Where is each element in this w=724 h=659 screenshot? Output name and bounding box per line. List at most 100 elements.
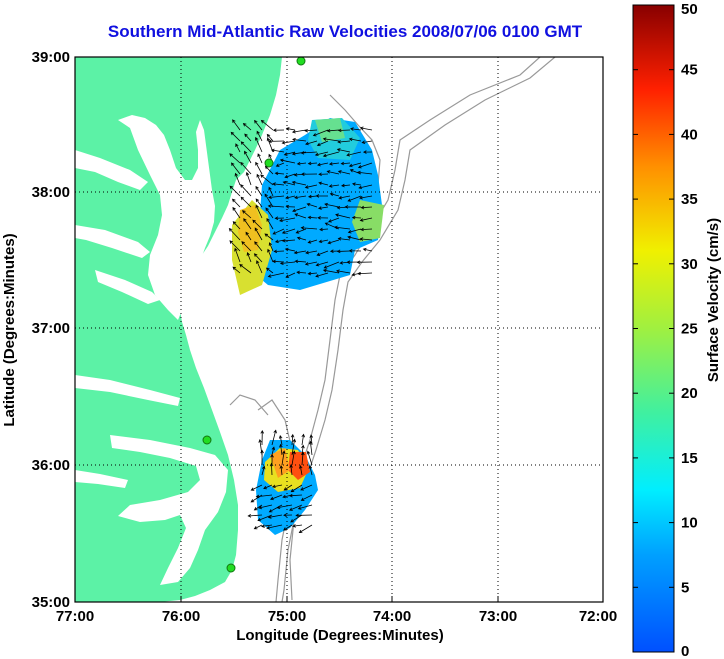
velocity-arrow [255, 136, 263, 153]
velocity-arrow [264, 233, 274, 241]
velocity-arrow [241, 210, 252, 219]
velocity-arrow [258, 504, 273, 510]
velocity-arrow [229, 185, 241, 197]
velocity-arrow [290, 433, 295, 446]
velocity-arrow [349, 127, 362, 131]
velocity-arrow [348, 162, 362, 168]
velocity-arrow [268, 195, 285, 200]
velocity-arrow [322, 151, 340, 158]
velocity-arrow [266, 218, 274, 230]
velocity-arrow [326, 128, 340, 133]
y-tick-label: 36:00 [32, 457, 70, 474]
grid-lines [75, 57, 603, 602]
velocity-arrow [260, 449, 264, 466]
velocity-arrow [278, 434, 283, 446]
velocity-arrow [347, 235, 362, 241]
velocity-arrow [270, 494, 283, 501]
velocity-arrow [296, 270, 307, 275]
velocity-arrow [244, 133, 252, 142]
velocity-arrow [328, 217, 340, 223]
velocity-arrow [328, 162, 340, 166]
velocity-arrow [285, 204, 296, 209]
velocity-arrow [285, 127, 296, 131]
velocity-arrow [290, 484, 303, 493]
velocity-arrow [300, 494, 313, 501]
velocity-arrow [232, 266, 241, 274]
velocity-arrow [335, 213, 351, 219]
velocity-arrow [260, 119, 274, 131]
x-tick-label: 72:00 [579, 608, 617, 625]
velocity-arrow [344, 205, 362, 209]
velocity-arrow [234, 172, 241, 186]
velocity-arrow [281, 238, 296, 243]
velocity-arrow [357, 271, 373, 276]
velocity-arrow [263, 484, 273, 490]
velocity-arrow [290, 514, 303, 523]
velocity-arrow [283, 151, 296, 156]
velocity-arrow [329, 192, 340, 197]
velocity-arrow [288, 493, 303, 498]
velocity-arrow [337, 128, 351, 133]
velocity-arrow [296, 161, 307, 166]
velocity-arrow [245, 171, 252, 186]
chart-title: Southern Mid-Atlantic Raw Velocities 200… [107, 22, 583, 41]
velocity-arrow [307, 161, 318, 166]
velocity-arrow [316, 250, 329, 256]
velocity-arrow [243, 218, 252, 230]
velocity-arrow [322, 268, 340, 274]
station-markers [202, 57, 306, 573]
velocity-arrow [265, 207, 274, 219]
velocity-arrow [257, 514, 273, 522]
velocity-arrow [336, 249, 351, 254]
velocity-arrow [245, 231, 252, 241]
velocity-arrow [270, 453, 274, 466]
velocity-arrow [326, 170, 340, 175]
velocity-arrow [266, 524, 283, 530]
velocity-arrow [294, 259, 307, 264]
velocity-arrow [337, 140, 351, 144]
colorbar-label: Surface Velocity (cm/s) [705, 218, 722, 382]
land-mass [75, 57, 282, 602]
pamlico-sound [110, 435, 228, 585]
velocity-arrow [271, 446, 276, 456]
velocity-arrow [358, 184, 373, 190]
velocity-arrow [264, 193, 274, 208]
velocity-arrow [279, 158, 296, 164]
velocity-arrow [356, 260, 373, 265]
velocity-arrow [254, 227, 263, 241]
velocity-arrow [239, 264, 252, 274]
velocity-arrow [294, 195, 307, 200]
velocity-arrow [256, 260, 263, 274]
x-tick-label: 75:00 [268, 608, 306, 625]
velocity-arrow [261, 465, 266, 476]
velocity-arrow [295, 513, 313, 518]
velocity-arrow [318, 206, 329, 210]
velocity-arrow [333, 225, 351, 230]
y-axis-label: Latitude (Degrees:Minutes) [1, 233, 18, 426]
velocity-arrow [289, 464, 293, 476]
velocity-arrow [359, 217, 373, 222]
velocity-arrow [254, 119, 263, 131]
velocity-arrow [356, 170, 373, 175]
velocity-arrow [323, 261, 340, 269]
bay-tributary-1 [75, 150, 148, 190]
velocity-arrow [319, 227, 329, 232]
velocity-arrow [285, 272, 296, 278]
velocity-arrow [275, 162, 285, 167]
sound-inlet-2 [75, 470, 128, 488]
velocity-arrow [282, 180, 296, 186]
velocity-arrow [315, 272, 329, 278]
velocity-arrow [291, 438, 297, 456]
velocity-arrow [315, 261, 329, 267]
velocity-arrow [346, 151, 362, 157]
velocity-arrow [340, 161, 351, 166]
velocity-arrow [267, 248, 274, 263]
velocity-arrow [291, 151, 307, 156]
velocity-arrow [234, 247, 241, 263]
velocity-arrow [266, 133, 274, 142]
velocity-arrow [258, 438, 263, 456]
velocity-arrow [281, 228, 296, 234]
velocity-arrow [244, 150, 252, 164]
velocity-arrow [267, 514, 283, 519]
